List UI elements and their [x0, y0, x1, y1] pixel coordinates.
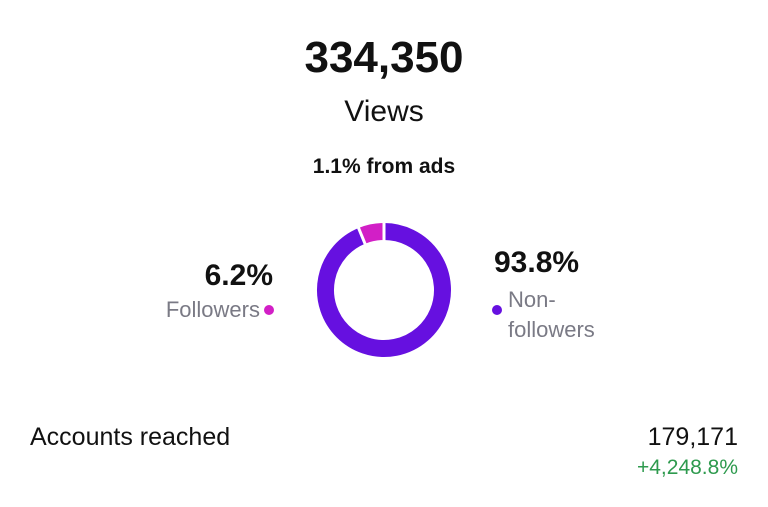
views-number: 334,350	[304, 33, 464, 82]
value-label: 93.8%	[494, 246, 580, 279]
donut-segment	[317, 223, 451, 357]
stat-change: +4,248.8%	[636, 456, 738, 479]
legend-label: Non-followers	[508, 287, 595, 342]
legend-dot	[264, 305, 274, 315]
stat-label: Accounts reached	[30, 423, 231, 451]
value-label: 6.2%	[204, 259, 273, 292]
stat-value: 179,171	[647, 423, 738, 451]
views-label: Views	[344, 95, 424, 128]
legend-dot	[492, 305, 502, 315]
legend-label: Followers	[165, 297, 260, 322]
ads-note: 1.1% from ads	[312, 155, 456, 178]
donut-segment	[358, 223, 385, 244]
segment-gap	[353, 219, 370, 253]
